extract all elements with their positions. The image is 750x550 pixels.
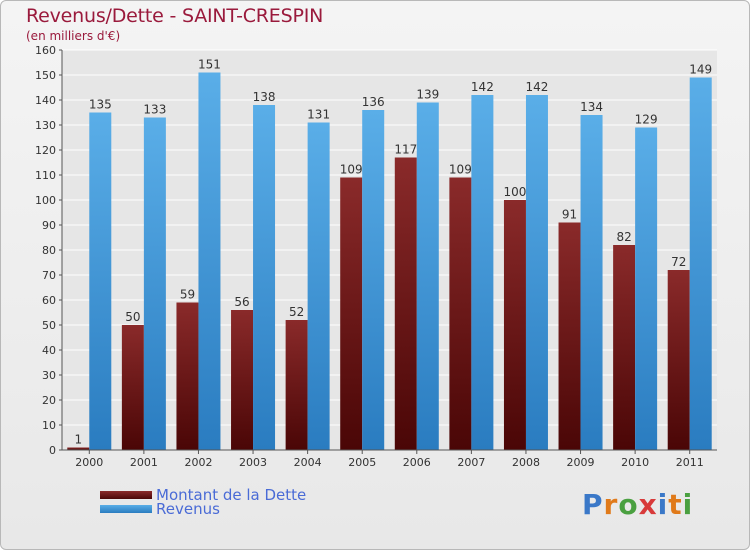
y-tick-label: 50 bbox=[42, 319, 56, 332]
legend-label-dette: Montant de la Dette bbox=[156, 486, 307, 504]
bar-dette bbox=[394, 157, 417, 450]
bar-dette bbox=[558, 222, 581, 450]
bar-revenus bbox=[362, 110, 385, 450]
value-label-dette: 50 bbox=[125, 310, 140, 324]
bar-dette bbox=[340, 177, 363, 450]
logo-letter: t bbox=[668, 488, 683, 521]
y-tick-label: 160 bbox=[35, 44, 56, 57]
y-tick-label: 100 bbox=[35, 194, 56, 207]
value-label-dette: 109 bbox=[449, 163, 472, 177]
value-label-dette: 52 bbox=[289, 305, 304, 319]
y-tick-label: 110 bbox=[35, 169, 56, 182]
y-tick-label: 60 bbox=[42, 294, 56, 307]
bar-dette bbox=[67, 447, 90, 450]
y-tick-label: 140 bbox=[35, 94, 56, 107]
bar-dette bbox=[613, 245, 636, 450]
value-label-revenus: 133 bbox=[143, 103, 166, 117]
value-labels: 1 135 50 133 59 151 56 138 52 131 109 136 117 139 109 1… bbox=[74, 58, 712, 447]
bar-dette bbox=[231, 310, 254, 450]
y-tick-label: 150 bbox=[35, 69, 56, 82]
y-tick-label: 90 bbox=[42, 219, 56, 232]
legend-swatch-revenus bbox=[100, 505, 152, 513]
x-tick-label: 2003 bbox=[239, 456, 267, 469]
value-label-dette: 117 bbox=[394, 143, 417, 157]
chart-title: Revenus/Dette - SAINT-CRESPIN bbox=[26, 5, 324, 27]
x-tick-label: 2005 bbox=[348, 456, 376, 469]
logo-letter: x bbox=[638, 488, 658, 521]
value-label-revenus: 142 bbox=[471, 80, 494, 94]
value-label-revenus: 136 bbox=[362, 95, 385, 109]
bar-revenus bbox=[525, 95, 548, 450]
legend-swatch-dette bbox=[100, 491, 152, 499]
bar-revenus bbox=[580, 115, 603, 450]
value-label-revenus: 138 bbox=[253, 90, 276, 104]
value-label-revenus: 129 bbox=[635, 113, 658, 127]
y-tick-label: 0 bbox=[49, 444, 56, 457]
x-axis: 2000 2001 2002 2003 2004 2005 2006 2007 2008 2009… bbox=[62, 449, 717, 469]
value-label-dette: 100 bbox=[504, 185, 527, 199]
y-axis: 0 10 20 30 40 50 60 70 80 90 100 110 120 130 140 150 160 bbox=[35, 44, 63, 457]
logo-letter: P bbox=[582, 488, 604, 521]
bar-revenus bbox=[689, 77, 712, 450]
y-tick-label: 40 bbox=[42, 344, 56, 357]
logo-letter: r bbox=[603, 488, 619, 521]
bar-revenus bbox=[198, 72, 221, 450]
y-tick-label: 10 bbox=[42, 419, 56, 432]
chart-subtitle: (en milliers d'€) bbox=[26, 29, 121, 43]
bar-revenus bbox=[89, 112, 112, 450]
value-label-revenus: 135 bbox=[89, 98, 112, 112]
value-label-revenus: 142 bbox=[526, 80, 549, 94]
x-tick-label: 2001 bbox=[130, 456, 158, 469]
value-label-dette: 72 bbox=[671, 255, 686, 269]
bar-dette bbox=[176, 302, 199, 450]
proxiti-logo: Proxiti bbox=[582, 488, 693, 521]
bar-dette bbox=[121, 325, 144, 450]
bar-dette bbox=[503, 200, 526, 450]
logo-letter: i bbox=[657, 488, 669, 521]
bar-revenus bbox=[307, 122, 330, 450]
x-tick-label: 2009 bbox=[567, 456, 595, 469]
y-tick-label: 120 bbox=[35, 144, 56, 157]
logo-letter: i bbox=[682, 488, 694, 521]
bar-revenus bbox=[471, 95, 494, 450]
y-tick-label: 80 bbox=[42, 244, 56, 257]
value-label-revenus: 139 bbox=[416, 88, 439, 102]
y-tick-label: 130 bbox=[35, 119, 56, 132]
value-label-dette: 56 bbox=[234, 295, 249, 309]
value-label-revenus: 131 bbox=[307, 108, 330, 122]
x-tick-label: 2000 bbox=[75, 456, 103, 469]
value-label-revenus: 149 bbox=[689, 63, 712, 77]
value-label-dette: 91 bbox=[562, 208, 577, 222]
y-tick-label: 20 bbox=[42, 394, 56, 407]
bar-revenus bbox=[635, 127, 658, 450]
y-tick-label: 30 bbox=[42, 369, 56, 382]
value-label-revenus: 151 bbox=[198, 58, 221, 72]
x-tick-label: 2011 bbox=[676, 456, 704, 469]
x-tick-label: 2007 bbox=[457, 456, 485, 469]
bar-dette bbox=[449, 177, 472, 450]
bar-dette bbox=[667, 270, 690, 450]
x-tick-label: 2004 bbox=[294, 456, 322, 469]
logo-letter: o bbox=[618, 488, 639, 521]
value-label-dette: 109 bbox=[340, 163, 363, 177]
bar-revenus bbox=[143, 117, 166, 450]
bar-dette bbox=[285, 320, 308, 450]
x-tick-label: 2006 bbox=[403, 456, 431, 469]
x-tick-label: 2008 bbox=[512, 456, 540, 469]
value-label-dette: 59 bbox=[180, 288, 195, 302]
value-label-revenus: 134 bbox=[580, 100, 603, 114]
legend-label-revenus: Revenus bbox=[156, 500, 220, 518]
value-label-dette: 1 bbox=[74, 433, 82, 447]
x-tick-label: 2002 bbox=[184, 456, 212, 469]
y-tick-label: 70 bbox=[42, 269, 56, 282]
bar-revenus bbox=[253, 105, 276, 450]
value-label-dette: 82 bbox=[616, 230, 631, 244]
bar-revenus bbox=[416, 102, 439, 450]
bars bbox=[67, 72, 712, 450]
x-tick-label: 2010 bbox=[621, 456, 649, 469]
